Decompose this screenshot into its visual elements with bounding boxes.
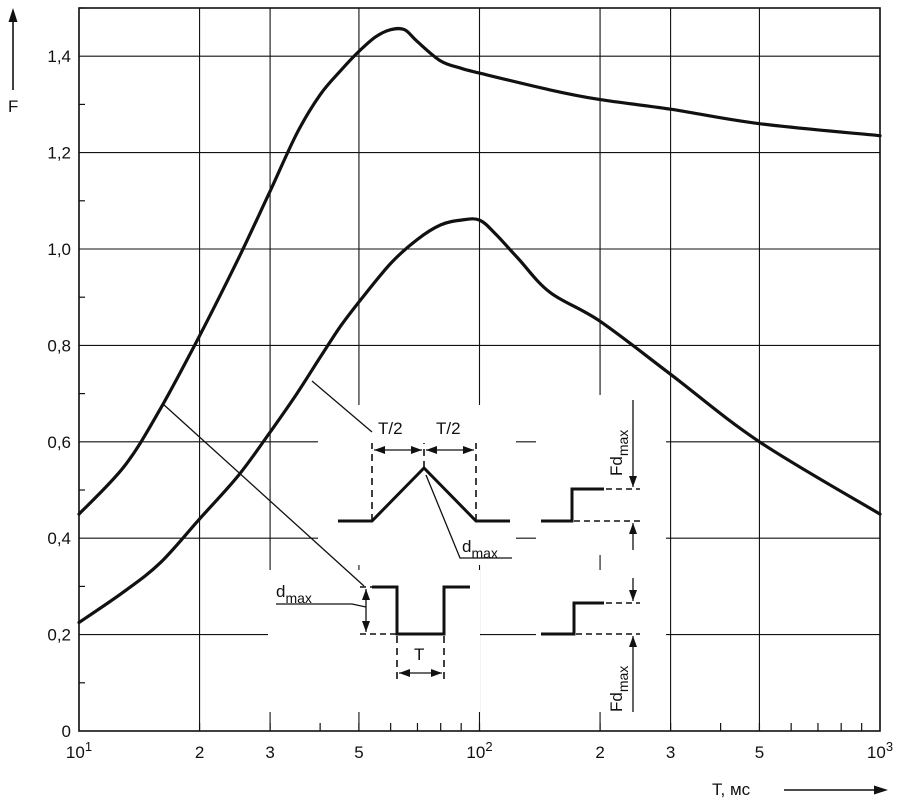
period-label: T [414, 645, 424, 664]
x-tick-label: 102 [466, 739, 492, 762]
y-tick-label: 1,0 [47, 240, 71, 259]
x-axis-label-group: T, мс [712, 780, 888, 799]
y-tick-label: 0,4 [47, 529, 71, 548]
x-tick-label: 103 [867, 739, 893, 762]
y-tick-label: 1,4 [47, 47, 71, 66]
half-period-label-left: T/2 [378, 419, 403, 438]
y-tick-label: 0,6 [47, 433, 71, 452]
y-tick-label: 0,2 [47, 626, 71, 645]
y-axis-arrow-head [9, 8, 18, 22]
y-axis-label-group: F [8, 8, 18, 116]
x-tick-label: 5 [354, 743, 363, 762]
x-tick-label: 101 [66, 739, 92, 762]
x-tick-label: 3 [666, 743, 675, 762]
inset-mask [536, 570, 666, 712]
x-tick-label: 2 [195, 743, 204, 762]
x-tick-label: 2 [595, 743, 604, 762]
y-tick-label: 0 [62, 722, 71, 741]
half-period-label-right: T/2 [436, 419, 461, 438]
x-axis-arrow-head [874, 786, 888, 795]
x-axis-label: T, мс [712, 780, 751, 799]
x-tick-label: 5 [755, 743, 764, 762]
y-axis-label: F [8, 97, 18, 116]
y-tick-label: 0,8 [47, 336, 71, 355]
x-axis: 101 2 3 5 102 2 3 5 103 [66, 723, 893, 762]
y-tick-label: 1,2 [47, 144, 71, 163]
x-tick-label: 3 [265, 743, 274, 762]
inset-mask [536, 395, 666, 555]
inset-mask [318, 405, 516, 565]
